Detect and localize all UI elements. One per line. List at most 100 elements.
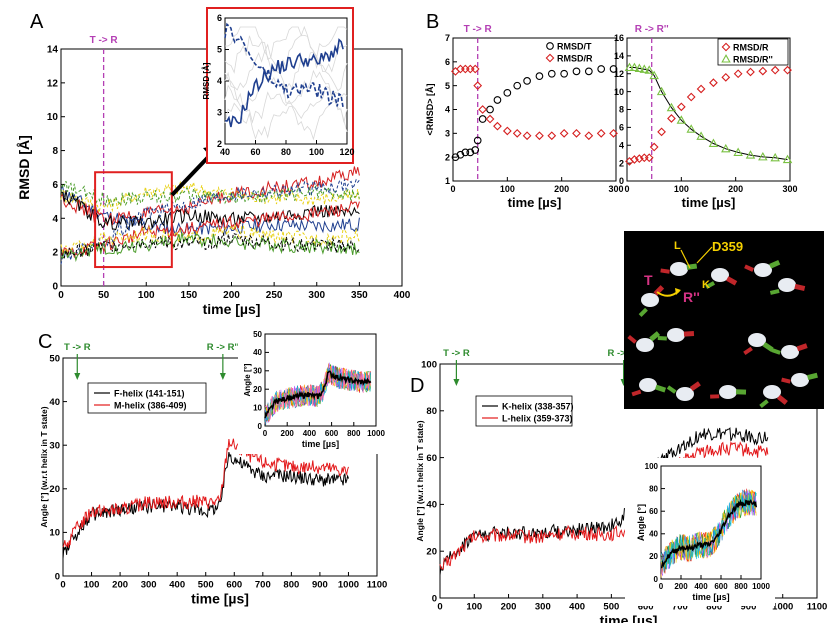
data-point: [639, 64, 650, 73]
label-l-helix: L: [674, 240, 681, 252]
highlight-trajectory: [224, 38, 344, 128]
data-point: [770, 152, 780, 162]
label-r2-state: R'': [683, 289, 700, 305]
data-point: [676, 102, 686, 112]
x-tick-label: 700: [255, 580, 271, 591]
y-axis-label: Angle [°]: [636, 504, 646, 541]
x-tick-label: 0: [450, 184, 455, 194]
label-k-helix: K: [702, 279, 710, 291]
panel-label-d: D: [410, 375, 424, 397]
data-point: [466, 148, 475, 157]
y-tick-label: 0: [55, 571, 60, 582]
y-tick-label: 60: [649, 507, 658, 516]
data-point: [547, 69, 556, 78]
legend-box: [475, 395, 573, 427]
x-tick-label: 1100: [367, 580, 388, 591]
x-tick-label: 60: [250, 147, 260, 157]
protein-domain: [763, 385, 781, 399]
data-point: [746, 67, 755, 77]
data-point: [657, 127, 666, 137]
y-tick-label: 40: [649, 530, 658, 539]
data-point: [666, 102, 677, 112]
x-tick-label: 1000: [752, 582, 770, 591]
background-trajectory: [224, 84, 348, 124]
helix-angle-trace-1: [62, 451, 349, 559]
helix-ribbon: [794, 283, 806, 291]
helix-ribbon: [660, 268, 670, 274]
y-tick-label: 0: [52, 282, 58, 293]
protein-domain: [636, 338, 654, 352]
helix-ribbon: [759, 399, 769, 408]
protein-domain: [670, 262, 688, 276]
x-tick-label: 600: [638, 602, 654, 613]
protein-structure-image: T R'' L K D359: [624, 231, 824, 409]
y-tick-label: 4: [445, 105, 450, 115]
data-point: [456, 64, 465, 74]
x-tick-label: 400: [303, 429, 317, 438]
data-point: [493, 121, 502, 131]
helix-ribbon: [769, 288, 780, 295]
data-point: [649, 70, 659, 80]
data-point: [676, 115, 687, 124]
y-tick-label: 8: [52, 146, 58, 157]
transition-label: T -> R: [90, 35, 119, 46]
d-main-axes: 0 100 200 300 400 500 600 700 800 900 1000 11000204…: [415, 348, 827, 623]
y-tick-label: 2: [52, 248, 58, 259]
y-tick-label: 6: [217, 13, 222, 23]
zoom-box: [94, 171, 173, 269]
protein-domain: [719, 385, 737, 399]
data-point: [493, 96, 502, 104]
data-point: [783, 65, 792, 75]
x-tick-label: 300: [782, 184, 797, 194]
data-point: [745, 150, 756, 159]
legend-marker: [721, 54, 731, 63]
x-tick-label: 0: [60, 580, 65, 591]
y-tick-label: 10: [49, 528, 60, 539]
y-axis-label: Angle [°]: [243, 363, 252, 396]
legend-marker: [721, 42, 731, 52]
y-tick-label: 0: [258, 422, 263, 431]
data-point: [473, 81, 483, 91]
data-point: [733, 147, 743, 156]
y-tick-label: 30: [253, 367, 262, 376]
data-point: [708, 138, 719, 148]
fit-curve: [629, 67, 788, 161]
label-d359: D359: [712, 239, 743, 254]
data-point: [656, 86, 667, 96]
helix-ribbon: [649, 331, 661, 342]
y-tick-label: 5: [445, 81, 450, 91]
y-tick-label: 50: [253, 330, 262, 339]
helix-ribbon: [638, 307, 648, 317]
label-pointer-d: [696, 246, 713, 264]
y-tick-label: 100: [421, 359, 437, 370]
panel-label-b: B: [426, 11, 439, 33]
transition-label: R -> R'': [207, 342, 239, 353]
label-pointer-l: [680, 249, 691, 269]
transition-label: R -> R'': [607, 348, 639, 359]
legend-marker: [546, 42, 554, 50]
legend-entry: M-helix (386-409): [114, 401, 187, 411]
legend-box: [87, 382, 207, 414]
x-axis-label: time [µs]: [682, 195, 736, 210]
y-tick-label: 4: [52, 214, 58, 225]
helix-angle-trace-2: [62, 438, 349, 548]
data-point: [478, 115, 487, 123]
y-tick-label: 6: [619, 123, 624, 133]
legend-entry: F-helix (141-151): [114, 389, 185, 399]
helix-ribbon: [666, 385, 677, 394]
legend-entry: RMSD/R: [733, 43, 769, 53]
y-tick-label: 12: [614, 69, 624, 79]
average-trace: [264, 370, 372, 419]
x-tick-label: 120: [339, 147, 354, 157]
x-tick-label: 800: [706, 602, 722, 613]
data-point: [535, 72, 544, 80]
background-trajectory: [224, 100, 348, 141]
a-inset-axes: 40 60 80 100 120 2 3 4 5 6 RMSD [Å]: [202, 13, 355, 157]
y-tick-label: 3: [445, 128, 450, 138]
x-axis-label: time [µs]: [191, 591, 249, 607]
legend-entry: K-helix (338-357): [502, 402, 574, 412]
y-tick-label: 2: [217, 139, 222, 149]
x-axis-label: time [µs]: [600, 613, 658, 623]
x-tick-label: 300: [141, 580, 157, 591]
x-tick-label: 100: [84, 580, 100, 591]
